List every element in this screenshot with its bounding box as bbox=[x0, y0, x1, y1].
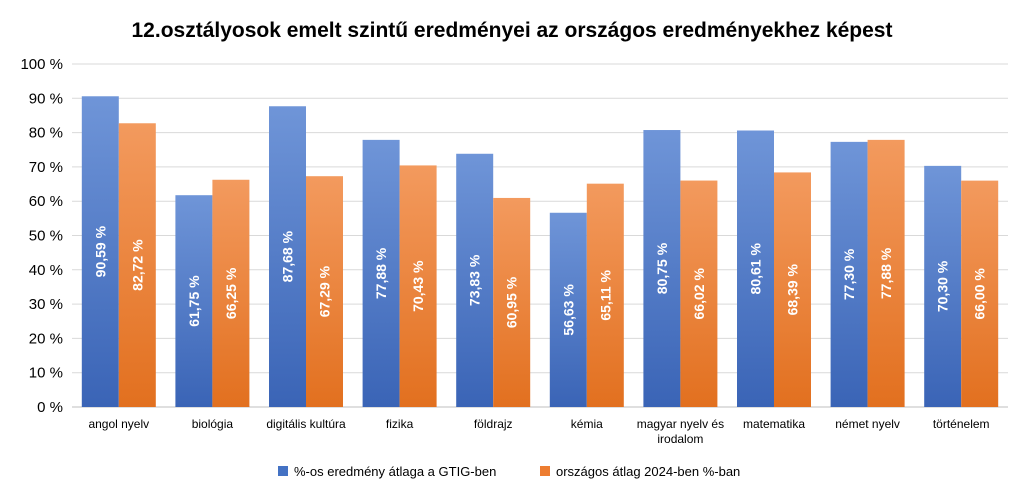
x-category-line: német nyelv bbox=[835, 417, 900, 431]
bar-gtig bbox=[269, 106, 306, 407]
bar-gtig bbox=[924, 165, 962, 407]
data-label: 70,43 % bbox=[410, 260, 426, 312]
x-category-line: földrajz bbox=[474, 417, 513, 431]
bar-national bbox=[399, 165, 437, 407]
bar-gtig bbox=[362, 139, 400, 408]
y-tick-label: 80 % bbox=[29, 125, 63, 142]
bar-national bbox=[961, 180, 999, 407]
x-category-line: digitális kultúra bbox=[266, 417, 346, 431]
bar-national bbox=[493, 197, 531, 407]
data-label: 77,88 % bbox=[878, 247, 894, 299]
bar-national bbox=[306, 176, 343, 407]
y-tick-label: 100 % bbox=[20, 56, 63, 73]
bar-national bbox=[586, 183, 624, 407]
bar-gtig bbox=[643, 130, 681, 407]
data-label: 80,75 % bbox=[654, 242, 670, 294]
y-tick-label: 0 % bbox=[37, 399, 63, 416]
x-category-label: biológia bbox=[192, 417, 234, 431]
bar-gtig bbox=[737, 130, 774, 408]
data-label: 77,30 % bbox=[841, 248, 857, 300]
y-tick-label: 60 % bbox=[29, 193, 63, 210]
y-tick-label: 50 % bbox=[29, 228, 63, 245]
x-category-label: földrajz bbox=[474, 417, 513, 431]
x-axis-categories: angol nyelv biológia digitális kultúra fizi… bbox=[88, 417, 989, 446]
data-label: 65,11 % bbox=[597, 269, 613, 320]
y-tick-label: 20 % bbox=[29, 330, 63, 347]
bar-national bbox=[118, 123, 156, 408]
data-label: 70,30 % bbox=[935, 260, 951, 312]
x-category-label: kémia bbox=[571, 417, 603, 431]
chart-title: 12.osztályosok emelt szintű eredményei a… bbox=[132, 19, 893, 42]
bar-national bbox=[774, 172, 811, 407]
x-category-line: biológia bbox=[192, 417, 234, 431]
y-tick-label: 70 % bbox=[29, 159, 63, 176]
bar-gtig bbox=[81, 96, 119, 407]
y-tick-label: 30 % bbox=[29, 296, 63, 313]
y-tick-label: 40 % bbox=[29, 262, 63, 279]
data-label: 66,00 % bbox=[972, 268, 988, 320]
data-label: 87,68 % bbox=[280, 230, 296, 282]
x-category-line: matematika bbox=[743, 417, 805, 431]
bar-gtig bbox=[830, 141, 868, 407]
legend-swatch bbox=[540, 466, 550, 476]
data-labels: 90,59 % 82,72 % 61,75 % 66,25 % 87,68 % 67,29… bbox=[92, 225, 987, 335]
x-category-line: fizika bbox=[386, 417, 414, 431]
legend: %-os eredmény átlaga a GTIG-ben országos … bbox=[278, 464, 740, 479]
bar-gtig bbox=[175, 195, 213, 407]
data-label: 77,88 % bbox=[373, 247, 389, 299]
x-category-line: történelem bbox=[933, 417, 990, 431]
legend-label: országos átlag 2024-ben %-ban bbox=[556, 464, 740, 479]
data-label: 68,39 % bbox=[785, 263, 801, 315]
x-category-label: fizika bbox=[386, 417, 414, 431]
legend-label: %-os eredmény átlaga a GTIG-ben bbox=[294, 464, 496, 479]
bar-national bbox=[212, 179, 250, 407]
data-label: 73,83 % bbox=[467, 254, 483, 306]
x-category-label: német nyelv bbox=[835, 417, 900, 431]
x-category-label: történelem bbox=[933, 417, 990, 431]
data-label: 61,75 % bbox=[186, 275, 202, 327]
data-label: 82,72 % bbox=[129, 239, 145, 291]
data-label: 67,29 % bbox=[317, 265, 333, 317]
x-category-line: kémia bbox=[571, 417, 603, 431]
bars bbox=[81, 96, 999, 408]
x-category-line: irodalom bbox=[657, 432, 703, 446]
bar-national bbox=[680, 180, 718, 407]
data-label: 56,63 % bbox=[560, 284, 576, 336]
data-label: 80,61 % bbox=[748, 243, 764, 295]
bar-gtig bbox=[549, 212, 587, 407]
legend-swatch bbox=[278, 466, 288, 476]
data-label: 66,02 % bbox=[691, 268, 707, 320]
x-category-label: digitális kultúra bbox=[266, 417, 346, 431]
data-label: 90,59 % bbox=[92, 225, 108, 277]
x-category-label: angol nyelv bbox=[88, 417, 149, 431]
x-category-line: angol nyelv bbox=[88, 417, 149, 431]
data-label: 60,95 % bbox=[504, 276, 520, 328]
y-tick-label: 10 % bbox=[29, 365, 63, 382]
x-category-label: magyar nyelv és irodalom bbox=[637, 417, 724, 446]
x-category-label: matematika bbox=[743, 417, 805, 431]
bar-gtig bbox=[456, 153, 494, 407]
y-tick-label: 90 % bbox=[29, 90, 63, 107]
y-axis-ticks: 0 % 10 % 20 % 30 % 40 % 50 % 60 % 70 % 80 % 90 % 1… bbox=[20, 56, 63, 416]
bar-national bbox=[867, 139, 905, 408]
data-label: 66,25 % bbox=[223, 267, 239, 319]
x-category-line: magyar nyelv és bbox=[637, 417, 724, 431]
